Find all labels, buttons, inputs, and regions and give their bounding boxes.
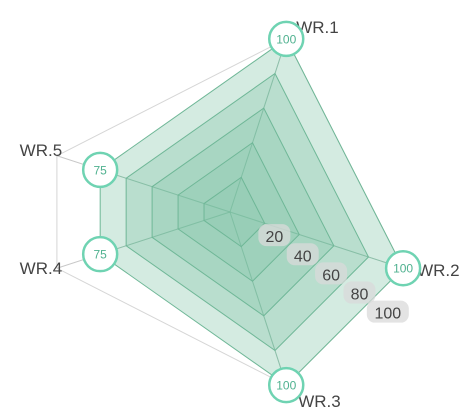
data-label: 100: [393, 262, 413, 276]
axis-label-wr4: WR.4: [20, 259, 63, 278]
data-point-marker: [81, 151, 119, 189]
data-point-marker: [267, 366, 305, 404]
axis-label-wr1: WR.1: [296, 18, 339, 37]
data-point-marker: [267, 20, 305, 58]
radial-tick-label: 100: [374, 306, 401, 323]
radial-tick-label: 80: [351, 287, 369, 304]
radar-area-band: [151, 107, 335, 317]
radar-value-spoke: [229, 211, 287, 386]
radial-tick-label-bg: [366, 300, 409, 323]
radar-value-spoke: [229, 211, 404, 269]
axis-label-wr3: WR.3: [298, 392, 341, 411]
radial-tick-label: 60: [322, 267, 340, 284]
radial-tick-label-bg: [343, 281, 376, 304]
radar-area-band: [203, 176, 266, 248]
data-point-marker: [81, 235, 119, 273]
radial-tick-label-bg: [286, 243, 319, 266]
axis-label-wr5: WR.5: [20, 141, 63, 160]
data-label: 100: [276, 379, 296, 393]
data-point-marker: [384, 249, 422, 287]
radial-tick-label: 40: [294, 248, 312, 265]
data-label: 75: [94, 163, 108, 177]
radar-area-band: [177, 142, 300, 282]
axis-label-wr2: WR.2: [417, 261, 460, 280]
radial-tick-label-bg: [315, 262, 348, 285]
radar-value-spoke: [100, 211, 231, 255]
radar-area-band: [125, 72, 370, 352]
data-label: 75: [94, 248, 108, 262]
radial-tick-label: 20: [265, 229, 283, 246]
radar-value-spoke: [229, 38, 287, 213]
data-label: 100: [276, 32, 296, 46]
radar-value-spoke: [100, 169, 231, 213]
radial-tick-label-bg: [258, 224, 291, 247]
